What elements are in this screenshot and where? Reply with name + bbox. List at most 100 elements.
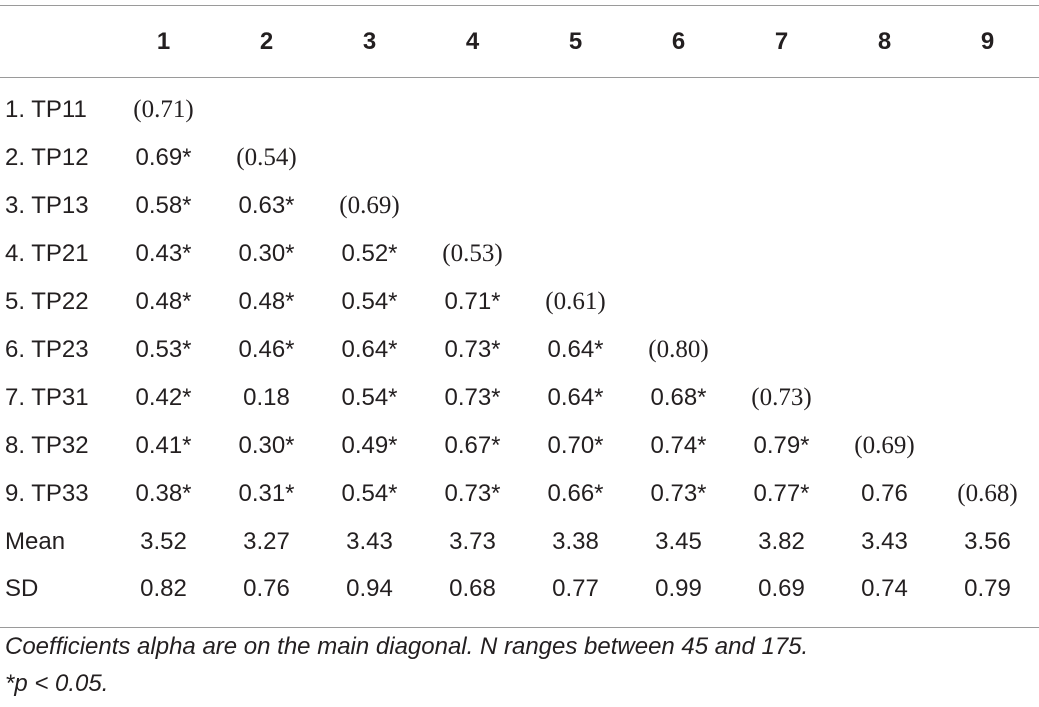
table-cell: 3.27: [243, 527, 290, 555]
table-row: 5. TP22 0.48* 0.48* 0.54* 0.71* (0.61): [0, 278, 1039, 326]
table-cell: 0.53*: [135, 335, 192, 363]
table-cell: 0.69*: [135, 143, 192, 171]
table-cell: (0.61): [545, 287, 606, 315]
empty-cell: [627, 78, 730, 134]
table-cell: 3.73: [449, 527, 496, 555]
table-cell: 0.18: [243, 383, 290, 411]
row-label: 6. TP23: [5, 335, 89, 363]
empty-cell: [936, 374, 1039, 422]
empty-cell: [730, 78, 833, 134]
table-cell: 0.71*: [444, 287, 501, 315]
table-cell: 0.30*: [238, 431, 295, 459]
table-cell: 0.73*: [650, 479, 707, 507]
empty-cell: [833, 78, 936, 134]
table-cell: 0.48*: [135, 287, 192, 315]
table-cell: 0.70*: [547, 431, 604, 459]
table-header: 1 2 3 4 5 6 7 8 9: [0, 5, 1039, 78]
table-cell: 0.76: [243, 575, 290, 603]
table-cell: 3.82: [758, 527, 805, 555]
table-cell: (0.73): [751, 383, 812, 411]
column-header: 3: [362, 27, 377, 55]
table-cell: 0.73*: [444, 335, 501, 363]
table-cell: 0.77: [552, 575, 599, 603]
empty-cell: [936, 278, 1039, 326]
row-label: 3. TP13: [5, 191, 89, 219]
table-cell: 0.74*: [650, 431, 707, 459]
table-cell: 0.67*: [444, 431, 501, 459]
table-cell: 0.64*: [547, 383, 604, 411]
empty-cell: [318, 78, 421, 134]
table-cell: 0.31*: [238, 479, 295, 507]
empty-cell: [730, 230, 833, 278]
row-label: 1. TP11: [5, 95, 87, 123]
empty-cell: [833, 230, 936, 278]
corner-cell: [0, 6, 112, 78]
column-header: 7: [774, 27, 789, 55]
row-label: Mean: [5, 527, 66, 555]
table-cell: 0.69: [758, 575, 805, 603]
table-cell: 0.68*: [650, 383, 707, 411]
table-cell: 3.43: [861, 527, 908, 555]
table-cell: 0.43*: [135, 239, 192, 267]
empty-cell: [627, 278, 730, 326]
empty-cell: [627, 182, 730, 230]
column-header: 2: [259, 27, 274, 55]
note-line: *p < 0.05.: [5, 670, 109, 697]
table-cell: 0.64*: [341, 335, 398, 363]
table-cell: (0.54): [236, 143, 297, 171]
empty-cell: [730, 326, 833, 374]
empty-cell: [730, 182, 833, 230]
table-row: 8. TP32 0.41* 0.30* 0.49* 0.67* 0.70* 0.74* 0.7…: [0, 422, 1039, 470]
empty-cell: [730, 278, 833, 326]
empty-cell: [524, 230, 627, 278]
column-header: 8: [877, 27, 892, 55]
empty-cell: [936, 326, 1039, 374]
row-label: 4. TP21: [5, 239, 89, 267]
column-header: 5: [568, 27, 583, 55]
empty-cell: [318, 134, 421, 182]
table-cell: 0.42*: [135, 383, 192, 411]
table-cell: 0.79*: [753, 431, 810, 459]
table-notes: Coefficients alpha are on the main diago…: [5, 628, 1033, 702]
column-header: 6: [671, 27, 686, 55]
table-cell: 0.54*: [341, 287, 398, 315]
empty-cell: [730, 134, 833, 182]
table-cell: 0.30*: [238, 239, 295, 267]
table-cell: 3.45: [655, 527, 702, 555]
table-cell: 3.56: [964, 527, 1011, 555]
table-row: Mean 3.52 3.27 3.43 3.73 3.38 3.45 3.82 3.43 3.56: [0, 518, 1039, 566]
table-cell: 0.77*: [753, 479, 810, 507]
table-cell: (0.69): [854, 431, 915, 459]
table-cell: 3.43: [346, 527, 393, 555]
empty-cell: [833, 278, 936, 326]
empty-cell: [627, 230, 730, 278]
table-cell: 0.46*: [238, 335, 295, 363]
table-cell: 0.68: [449, 575, 496, 603]
empty-cell: [524, 182, 627, 230]
header-row: 1 2 3 4 5 6 7 8 9: [0, 5, 1039, 78]
table-cell: 0.66*: [547, 479, 604, 507]
table-row: 6. TP23 0.53* 0.46* 0.64* 0.73* 0.64* (0.80): [0, 326, 1039, 374]
table-cell: 0.52*: [341, 239, 398, 267]
row-label: 5. TP22: [5, 287, 89, 315]
table-row: 9. TP33 0.38* 0.31* 0.54* 0.73* 0.66* 0.73* 0.7…: [0, 470, 1039, 518]
table-cell: 0.76: [861, 479, 908, 507]
empty-cell: [936, 78, 1039, 134]
table-body: 1. TP11 (0.71) 2. TP12 0.69* (0.54) 3. TP13 0.…: [0, 78, 1039, 628]
correlation-table: 1 2 3 4 5 6 7 8 9 1. TP11 (0.71) 2. TP12 0.69* (0.54…: [0, 5, 1039, 628]
empty-cell: [524, 134, 627, 182]
table-cell: 0.73*: [444, 383, 501, 411]
empty-cell: [421, 134, 524, 182]
column-header: 4: [465, 27, 480, 55]
table-row: 2. TP12 0.69* (0.54): [0, 134, 1039, 182]
table-cell: 0.48*: [238, 287, 295, 315]
empty-cell: [833, 326, 936, 374]
row-label: 2. TP12: [5, 143, 89, 171]
table-cell: 3.52: [140, 527, 187, 555]
table-cell: (0.69): [339, 191, 400, 219]
table-cell: (0.68): [957, 479, 1018, 507]
empty-cell: [627, 134, 730, 182]
empty-cell: [936, 422, 1039, 470]
empty-cell: [936, 230, 1039, 278]
